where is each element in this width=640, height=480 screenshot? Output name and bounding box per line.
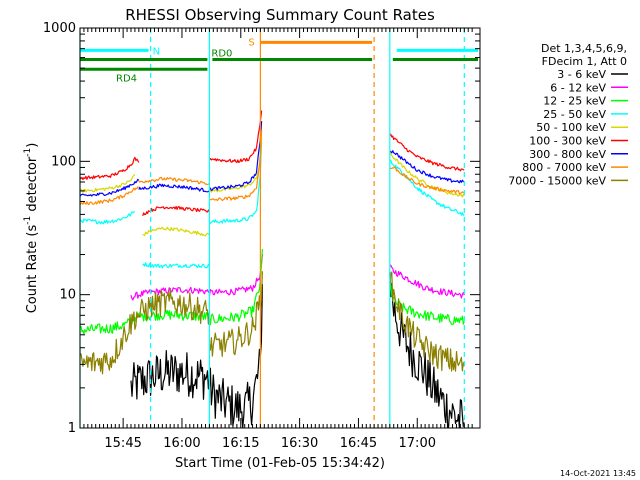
y-label-sup-1: -1 bbox=[23, 216, 33, 225]
series-800-7000-kev-segment-2 bbox=[209, 130, 263, 202]
series-300-800-kev-segment-2 bbox=[209, 121, 263, 191]
series-50-100-kev-segment-0 bbox=[80, 173, 136, 193]
chart-title: RHESSI Observing Summary Count Rates bbox=[125, 6, 435, 24]
series-50-100-kev-segment-1 bbox=[142, 226, 210, 237]
y-tick-label: 10 bbox=[59, 288, 76, 303]
series-300-800-kev-segment-3 bbox=[389, 150, 465, 184]
series-100-300-kev-segment-0 bbox=[80, 156, 140, 181]
legend-label-100-300-kev: 100 - 300 keV bbox=[529, 135, 606, 148]
flag-label-rd0: RD0 bbox=[211, 49, 232, 60]
series-50-100-kev-segment-3 bbox=[389, 151, 465, 198]
x-tick-label: 16:15 bbox=[222, 436, 259, 451]
series-7000-15000-kev-segment-0 bbox=[80, 288, 210, 375]
axis-ticks: 15:45 16:00 16:15 16:30 16:45 17:00 1 10 100 1000 bbox=[43, 21, 480, 451]
legend-header-1: Det 1,3,4,5,6,9, bbox=[541, 42, 627, 55]
series-12-25-kev-segment-1 bbox=[208, 248, 263, 326]
y-label-sup-2: -1 bbox=[23, 148, 33, 157]
flag-label-rd4: RD4 bbox=[116, 73, 137, 84]
series-800-7000-kev-segment-0 bbox=[80, 186, 139, 206]
y-tick-label: 1 bbox=[68, 421, 76, 436]
series-25-50-kev-segment-1 bbox=[142, 262, 210, 269]
y-label-part-1: Count Rate (s bbox=[25, 225, 40, 314]
y-axis-label: Count Rate (s-1 detector-1) bbox=[23, 143, 40, 314]
series-7000-15000-kev-segment-2 bbox=[389, 271, 465, 372]
flag-label-s: S bbox=[248, 37, 254, 48]
series-3-6-kev-segment-1 bbox=[208, 284, 263, 428]
legend-label-25-50-kev: 25 - 50 keV bbox=[543, 108, 606, 121]
y-label-part-2: detector bbox=[25, 156, 40, 216]
flag-label-n: N bbox=[153, 46, 160, 57]
y-tick-label: 100 bbox=[51, 154, 76, 169]
x-axis-label: Start Time (01-Feb-05 15:34:42) bbox=[175, 456, 385, 471]
legend-label-7000-15000-kev: 7000 - 15000 keV bbox=[508, 174, 606, 187]
series-100-300-kev-segment-2 bbox=[208, 110, 263, 164]
y-label-part-3: ) bbox=[25, 143, 40, 148]
x-tick-label: 16:45 bbox=[340, 436, 377, 451]
series-6-12-kev-segment-2 bbox=[389, 264, 465, 299]
series-layer bbox=[80, 110, 465, 428]
x-tick-label: 16:00 bbox=[163, 436, 200, 451]
legend-label-12-25-kev: 12 - 25 keV bbox=[543, 95, 606, 108]
series-6-12-kev-segment-1 bbox=[208, 254, 263, 297]
series-100-300-kev-segment-3 bbox=[389, 133, 465, 172]
series-100-300-kev-segment-1 bbox=[142, 205, 210, 217]
series-25-50-kev-segment-0 bbox=[80, 211, 136, 225]
legend-label-800-7000-kev: 800 - 7000 keV bbox=[522, 161, 606, 174]
legend-label-6-12-kev: 6 - 12 keV bbox=[550, 81, 606, 94]
series-3-6-kev-segment-0 bbox=[130, 350, 210, 400]
timestamp: 14-Oct-2021 13:45 bbox=[560, 469, 636, 478]
series-25-50-kev-segment-2 bbox=[208, 141, 263, 224]
legend-label-3-6-kev: 3 - 6 keV bbox=[557, 68, 606, 81]
legend-label-300-800-kev: 300 - 800 keV bbox=[529, 148, 606, 161]
series-800-7000-kev-segment-3 bbox=[389, 166, 465, 195]
series-300-800-kev-segment-0 bbox=[80, 178, 140, 197]
y-tick-label: 1000 bbox=[43, 21, 76, 36]
series-7000-15000-kev-segment-1 bbox=[208, 271, 263, 357]
flag-bars: N RD0 RD4 S bbox=[80, 37, 478, 84]
legend: Det 1,3,4,5,6,9, FDecim 1, Att 0 3 - 6 k… bbox=[508, 42, 628, 187]
x-tick-label: 15:45 bbox=[104, 436, 141, 451]
legend-header-2: FDecim 1, Att 0 bbox=[542, 55, 627, 68]
series-50-100-kev-segment-2 bbox=[208, 137, 263, 193]
x-tick-label: 16:30 bbox=[281, 436, 318, 451]
x-tick-label: 17:00 bbox=[399, 436, 436, 451]
legend-label-50-100-kev: 50 - 100 keV bbox=[536, 121, 606, 134]
series-6-12-kev-segment-0 bbox=[130, 286, 210, 301]
